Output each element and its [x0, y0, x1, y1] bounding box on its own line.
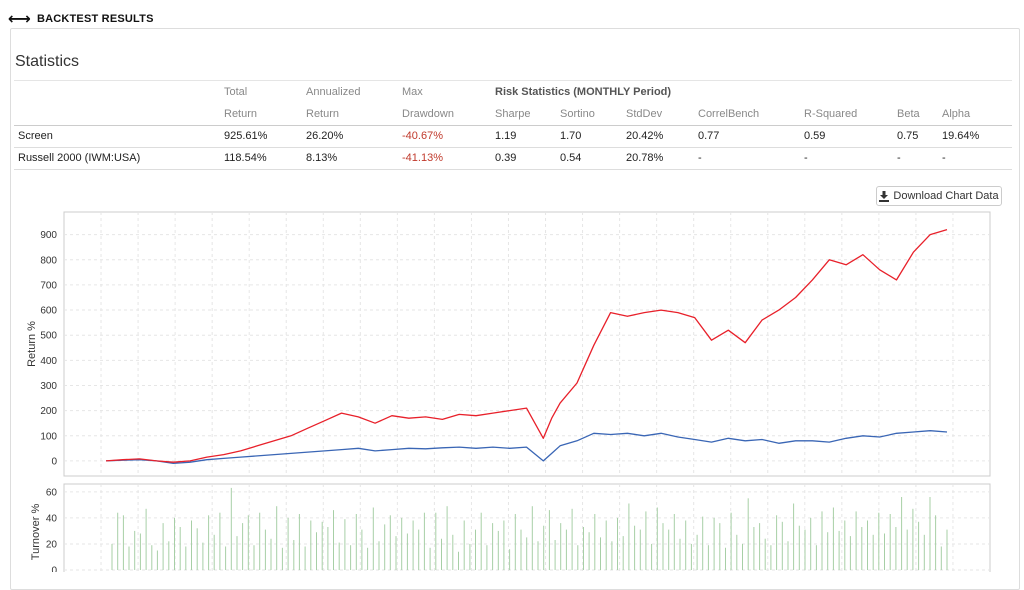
table-cell: 0.59 — [804, 130, 826, 142]
turnover-y-axis-label: Turnover % — [30, 504, 42, 561]
download-button-label: Download Chart Data — [893, 190, 999, 202]
column-header: CorrelBench — [698, 107, 760, 120]
table-cell: - — [897, 152, 901, 164]
benchmark-return-line — [105, 430, 948, 465]
statistics-title: Statistics — [15, 53, 80, 70]
table-row: Screen 925.61% 26.20% -40.67% 1.19 1.70 … — [14, 125, 1012, 147]
table-row: Russell 2000 (IWM:USA) 118.54% 8.13% -41… — [14, 147, 1012, 169]
return-chart-frame — [63, 211, 991, 477]
column-header-top: Max — [402, 86, 423, 98]
return-y-axis-label: Return % — [26, 321, 38, 367]
y-tick-label: 0 — [51, 456, 57, 467]
table-cell: 1.70 — [560, 130, 582, 142]
y-tick-label: 20 — [46, 539, 58, 550]
y-tick-label: 600 — [40, 306, 57, 317]
column-header-top: Annualized — [306, 86, 361, 98]
y-tick-label: 500 — [40, 331, 57, 342]
y-tick-label: 60 — [46, 487, 58, 498]
table-cell: - — [698, 152, 702, 164]
header-row-bottom: Return Return Drawdown Sharpe Sortino St… — [14, 103, 1012, 125]
column-header: Sortino — [560, 107, 595, 120]
table-cell: 19.64% — [942, 130, 980, 142]
column-header: Return — [306, 107, 340, 120]
table-cell: -41.13% — [402, 152, 443, 164]
table-cell: 26.20% — [306, 130, 344, 142]
column-header: Return — [224, 107, 258, 120]
table-cell: 20.42% — [626, 130, 664, 142]
table-cell: 0.77 — [698, 130, 720, 142]
y-tick-label: 300 — [40, 381, 57, 392]
table-cell: 118.54% — [224, 152, 267, 164]
y-tick-label: 400 — [40, 356, 57, 367]
y-tick-label: 900 — [40, 230, 57, 241]
left-right-arrow-icon[interactable]: ⟷ — [8, 9, 31, 28]
column-header: Alpha — [942, 107, 971, 120]
column-header-name — [14, 81, 220, 103]
turnover-chart-yaxis: 0 20 40 60 — [46, 487, 58, 572]
table-cell: 925.61% — [224, 130, 268, 142]
table-cell: - — [804, 152, 808, 164]
risk-statistics-header: Risk Statistics (MONTHLY Period) — [495, 86, 672, 98]
row-name: Russell 2000 (IWM:USA) — [18, 152, 141, 164]
column-header: Sharpe — [495, 107, 531, 120]
table-cell: 0.54 — [560, 152, 582, 164]
statistics-divider — [14, 80, 1012, 81]
y-tick-label: 800 — [40, 255, 57, 266]
header-row-top: Total Annualized Max Risk Statistics (MO… — [14, 81, 1012, 103]
turnover-chart-bars — [111, 487, 948, 570]
table-cell: -40.67% — [402, 130, 443, 142]
table-cell: 0.75 — [897, 130, 919, 142]
results-header: ⟷ BACKTEST RESULTS — [8, 10, 154, 28]
table-cell: 0.39 — [495, 152, 517, 164]
return-chart-grid — [64, 212, 990, 476]
y-tick-label: 100 — [40, 431, 57, 442]
table-cell: 8.13% — [306, 152, 338, 164]
y-tick-label: 0 — [51, 566, 57, 573]
download-icon — [879, 190, 890, 202]
table-cell: - — [942, 152, 946, 164]
y-tick-label: 200 — [40, 406, 57, 417]
column-header: R-Squared — [804, 107, 858, 120]
column-header: StdDev — [626, 107, 663, 120]
y-tick-label: 40 — [46, 513, 58, 524]
statistics-table: Total Annualized Max Risk Statistics (MO… — [14, 81, 1012, 170]
download-chart-data-button[interactable]: Download Chart Data — [876, 186, 1002, 206]
header-title: BACKTEST RESULTS — [36, 13, 154, 25]
column-header: Beta — [897, 107, 920, 120]
return-chart-yaxis: 0 100 200 300 400 500 600 700 800 900 — [40, 230, 57, 467]
return-chart-lines — [105, 228, 948, 465]
column-header-top: Total — [224, 86, 248, 98]
screen-return-line — [105, 228, 948, 463]
column-header-name — [14, 103, 220, 125]
row-name: Screen — [18, 130, 53, 142]
table-cell: 1.19 — [495, 130, 517, 142]
table-cell: 20.78% — [626, 152, 664, 164]
backtest-charts: 0 100 200 300 400 500 600 700 800 900 Return % 0 2… — [26, 211, 991, 572]
column-header: Drawdown — [402, 107, 454, 120]
y-tick-label: 700 — [40, 280, 57, 291]
